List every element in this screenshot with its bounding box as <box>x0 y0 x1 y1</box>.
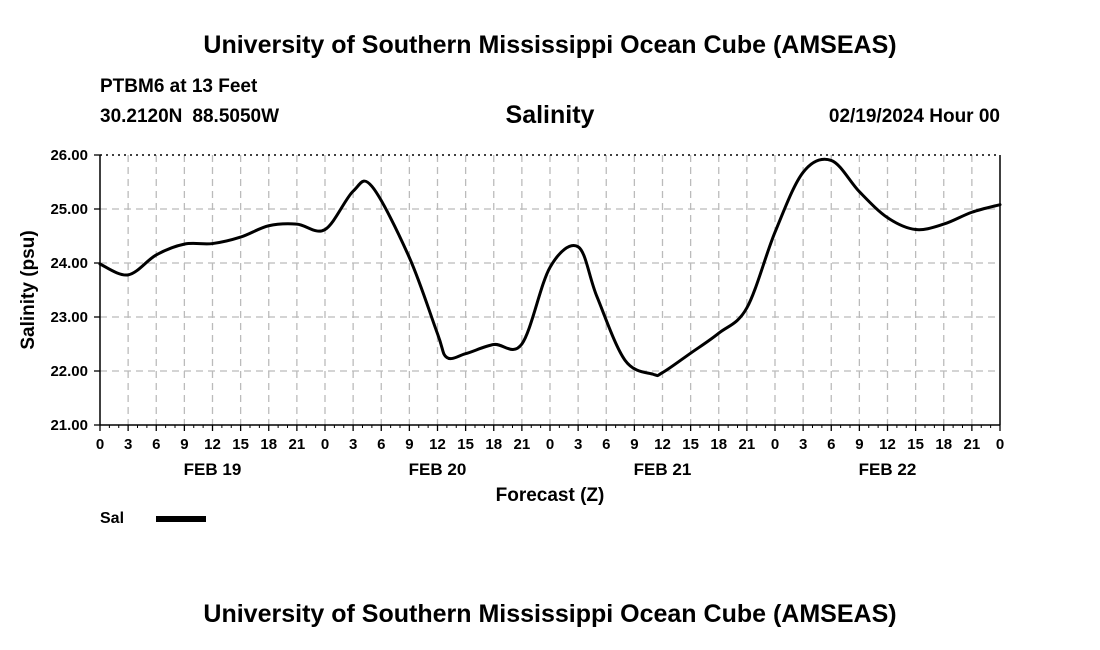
x-tick-label: 21 <box>739 436 756 453</box>
x-tick-label: 0 <box>96 436 104 453</box>
day-label: FEB 22 <box>859 460 917 479</box>
x-tick-label: 15 <box>682 436 699 453</box>
day-label: FEB 20 <box>409 460 467 479</box>
x-tick-label: 18 <box>710 436 727 453</box>
x-tick-label: 21 <box>514 436 531 453</box>
footer-title: University of Southern Mississippi Ocean… <box>203 600 897 628</box>
x-tick-label: 3 <box>124 436 132 453</box>
x-tick-label: 0 <box>771 436 779 453</box>
x-axis-label: Forecast (Z) <box>496 485 605 506</box>
x-tick-label: 6 <box>602 436 610 453</box>
x-tick-label: 12 <box>654 436 671 453</box>
x-tick-label: 3 <box>574 436 582 453</box>
x-tick-label: 6 <box>377 436 385 453</box>
coordinates: 30.2120N 88.5050W <box>100 106 279 128</box>
x-tick-label: 21 <box>964 436 981 453</box>
y-tick-label: 24.00 <box>50 255 88 272</box>
x-tick-label: 3 <box>799 436 807 453</box>
day-label: FEB 19 <box>184 460 242 479</box>
x-tick-label: 18 <box>485 436 502 453</box>
station-label: PTBM6 at 13 Feet <box>100 76 258 97</box>
y-tick-label: 23.00 <box>50 309 88 326</box>
x-tick-label: 6 <box>152 436 160 453</box>
y-tick-label: 22.00 <box>50 363 88 380</box>
legend: Sal <box>100 510 207 528</box>
x-tick-label: 12 <box>429 436 446 453</box>
x-tick-label: 0 <box>321 436 329 453</box>
x-tick-label: 9 <box>630 436 638 453</box>
x-tick-label: 9 <box>180 436 188 453</box>
chart-title: University of Southern Mississippi Ocean… <box>203 31 897 59</box>
longitude: 88.5050W <box>192 106 280 127</box>
legend-label: Sal <box>100 510 125 527</box>
x-tick-label: 12 <box>204 436 221 453</box>
x-tick-label: 18 <box>935 436 952 453</box>
x-tick-label: 6 <box>827 436 835 453</box>
variable-title: Salinity <box>505 101 595 129</box>
x-tick-label: 18 <box>260 436 277 453</box>
y-tick-label: 21.00 <box>50 417 88 434</box>
x-tick-label: 0 <box>546 436 554 453</box>
x-tick-label: 15 <box>907 436 924 453</box>
y-tick-label: 26.00 <box>50 147 88 164</box>
day-label: FEB 21 <box>634 460 692 479</box>
forecast-datetime: 02/19/2024 Hour 00 <box>828 106 1000 127</box>
y-axis-label: Salinity (psu) <box>18 230 39 349</box>
x-tick-label: 3 <box>349 436 357 453</box>
x-tick-label: 0 <box>996 436 1004 453</box>
x-tick-label: 21 <box>289 436 306 453</box>
y-tick-label: 25.00 <box>50 201 88 218</box>
x-tick-label: 15 <box>232 436 249 453</box>
series-line-sal <box>98 157 1002 378</box>
x-tick-label: 9 <box>855 436 863 453</box>
x-tick-label: 12 <box>879 436 896 453</box>
x-tick-label: 9 <box>405 436 413 453</box>
x-tick-label: 15 <box>457 436 474 453</box>
latitude: 30.2120N <box>100 106 183 127</box>
legend-line-swatch <box>156 516 207 522</box>
